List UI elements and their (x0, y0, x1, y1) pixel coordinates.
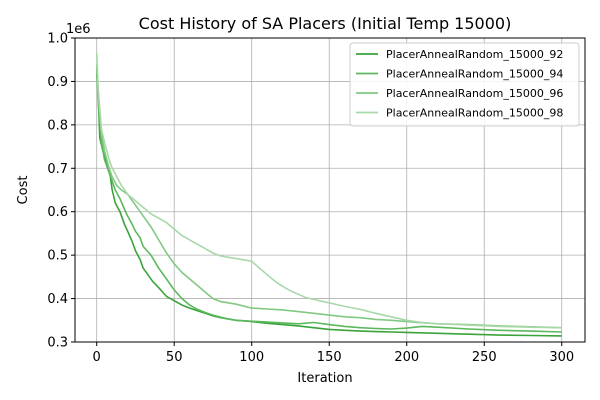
legend-label: PlacerAnnealRandom_15000_96 (386, 87, 563, 100)
x-tick-label: 150 (317, 350, 342, 365)
legend: PlacerAnnealRandom_15000_92 PlacerAnnealR… (349, 42, 580, 127)
y-tick-label: 0.6 (47, 205, 68, 220)
y-axis-label: Cost (16, 176, 31, 205)
series-line-2 (95, 68, 562, 333)
x-axis-label: Iteration (297, 371, 352, 386)
y-tick-label: 1.0 (47, 32, 68, 47)
legend-label: PlacerAnnealRandom_15000_92 (386, 48, 563, 61)
series-line-3 (95, 64, 562, 329)
y-tick-label: 0.5 (47, 249, 68, 264)
y-tick-label: 0.4 (47, 292, 68, 307)
plot-frame (74, 37, 586, 343)
legend-label: PlacerAnnealRandom_15000_94 (386, 68, 563, 81)
y-tick-label: 0.8 (47, 118, 68, 133)
x-tick-label: 0 (93, 350, 101, 365)
legend-box (349, 42, 580, 127)
y-tick-label: 0.3 (47, 336, 68, 351)
y-scale-label: 1e6 (66, 22, 91, 37)
series-line-1 (95, 72, 562, 337)
series-layer (95, 53, 562, 337)
ticks: 0 50 100 150 200 250 300 0.3 0.4 0.5 0.6 0.7 0.8 0.9 1… (47, 32, 574, 366)
x-tick-label: 250 (472, 350, 497, 365)
y-tick-label: 0.9 (47, 75, 68, 90)
series-line-4 (95, 53, 562, 329)
chart-title: Cost History of SA Placers (Initial Temp… (139, 14, 512, 33)
x-tick-label: 200 (394, 350, 419, 365)
y-tick-label: 0.7 (47, 162, 68, 177)
legend-label: PlacerAnnealRandom_15000_98 (386, 107, 563, 120)
x-tick-label: 50 (166, 350, 183, 365)
x-tick-label: 100 (239, 350, 264, 365)
x-tick-label: 300 (549, 350, 574, 365)
